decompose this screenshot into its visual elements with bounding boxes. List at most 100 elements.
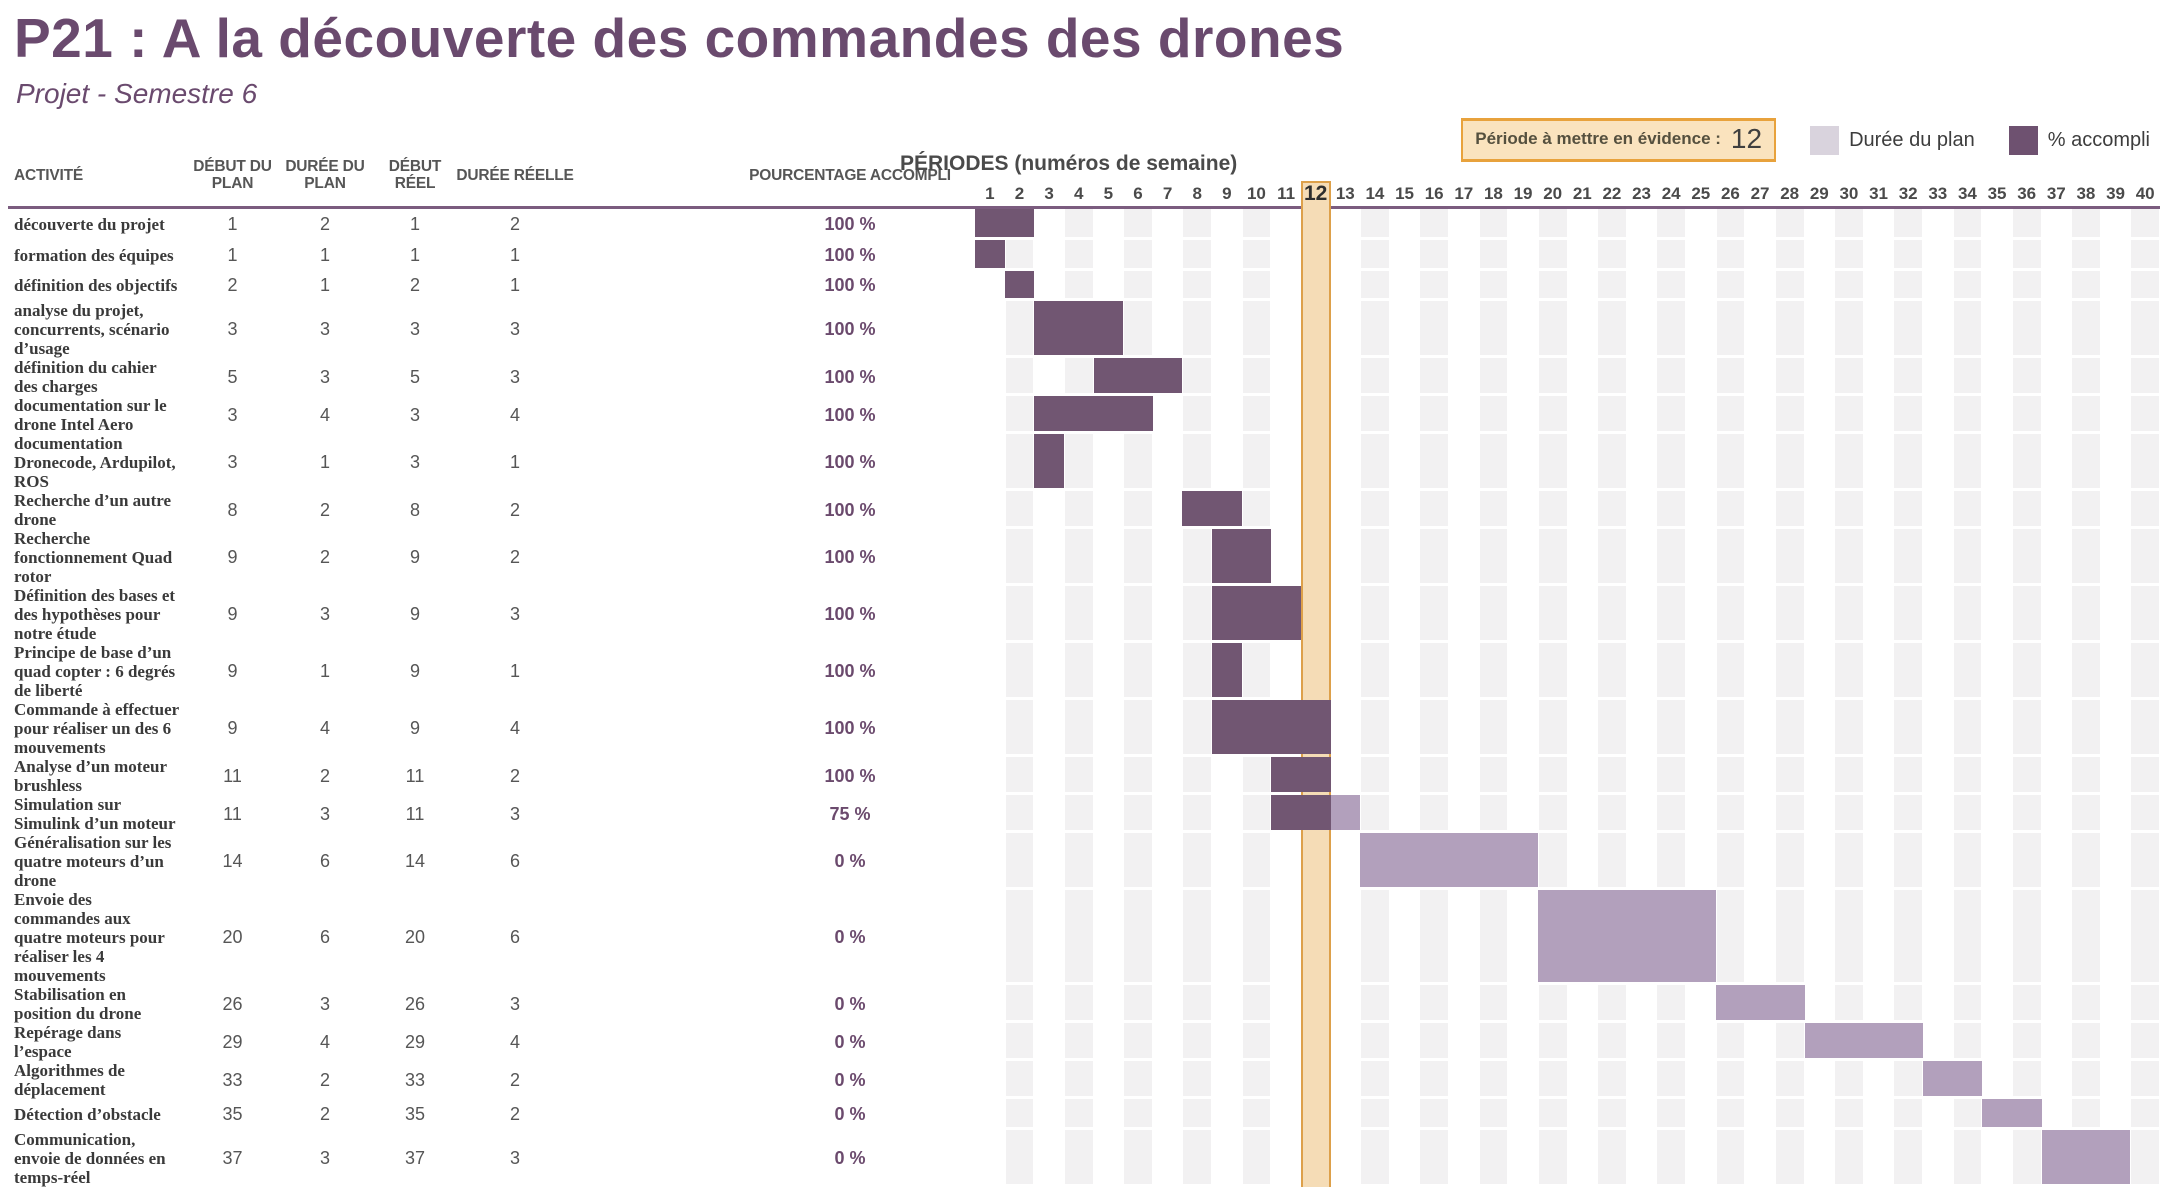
real-start-cell[interactable]: 9 xyxy=(409,661,420,682)
pct-cell[interactable]: 100 % xyxy=(824,499,876,520)
activity-cell[interactable]: Commande à effectuer pour réaliser un de… xyxy=(14,700,179,758)
activity-cell[interactable]: formation des équipes xyxy=(14,245,174,265)
activity-cell[interactable]: documentation sur le drone Intel Aero xyxy=(14,396,167,435)
pct-cell[interactable]: 100 % xyxy=(824,547,876,568)
real-duration-cell[interactable]: 4 xyxy=(509,1031,520,1052)
real-start-cell[interactable]: 3 xyxy=(409,319,420,340)
plan-duration-cell[interactable]: 3 xyxy=(319,1148,330,1168)
real-duration-cell[interactable]: 1 xyxy=(509,452,520,473)
real-duration-cell[interactable]: 3 xyxy=(509,993,520,1014)
real-duration-cell[interactable]: 2 xyxy=(509,1104,520,1125)
activity-cell[interactable]: Principe de base d’un quad copter : 6 de… xyxy=(14,643,176,701)
activity-cell[interactable]: Détection d’obstacle xyxy=(14,1105,161,1125)
pct-cell[interactable]: 100 % xyxy=(824,213,876,234)
real-duration-cell[interactable]: 2 xyxy=(509,213,520,234)
plan-duration-cell[interactable]: 3 xyxy=(319,319,330,340)
activity-cell[interactable]: Repérage dans l’espace xyxy=(14,1023,122,1062)
plan-start-cell[interactable]: 3 xyxy=(227,319,238,340)
activity-cell[interactable]: Envoie des commandes aux quatre moteurs … xyxy=(14,890,165,986)
activity-cell[interactable]: Définition des bases et des hypothèses p… xyxy=(14,586,176,644)
real-start-cell[interactable]: 14 xyxy=(404,851,426,872)
plan-start-cell[interactable]: 9 xyxy=(227,718,238,739)
plan-start-cell[interactable]: 8 xyxy=(227,499,238,520)
real-start-cell[interactable]: 11 xyxy=(405,765,425,786)
pct-cell[interactable]: 100 % xyxy=(824,661,876,682)
real-start-cell[interactable]: 20 xyxy=(404,927,426,948)
plan-duration-cell[interactable]: 2 xyxy=(319,499,330,520)
activity-cell[interactable]: documentation Dronecode, Ardupilot, ROS xyxy=(14,434,176,492)
plan-start-cell[interactable]: 1 xyxy=(227,213,238,234)
real-duration-cell[interactable]: 1 xyxy=(509,275,520,296)
plan-start-cell[interactable]: 14 xyxy=(222,851,243,872)
activity-cell[interactable]: Analyse d’un moteur brushless xyxy=(14,757,167,796)
pct-cell[interactable]: 0 % xyxy=(834,993,866,1014)
pct-cell[interactable]: 100 % xyxy=(824,718,876,739)
plan-duration-cell[interactable]: 3 xyxy=(319,803,330,824)
pct-cell[interactable]: 100 % xyxy=(824,404,876,425)
plan-duration-cell[interactable]: 3 xyxy=(319,604,330,625)
real-start-cell[interactable]: 26 xyxy=(404,993,426,1014)
plan-start-cell[interactable]: 33 xyxy=(222,1069,243,1090)
activity-cell[interactable]: découverte du projet xyxy=(14,214,165,234)
pct-cell[interactable]: 100 % xyxy=(824,244,876,265)
pct-cell[interactable]: 0 % xyxy=(834,1104,866,1125)
plan-duration-cell[interactable]: 2 xyxy=(319,765,330,786)
real-duration-cell[interactable]: 4 xyxy=(509,718,520,739)
plan-duration-cell[interactable]: 1 xyxy=(319,275,330,296)
plan-start-cell[interactable]: 9 xyxy=(227,547,238,568)
real-start-cell[interactable]: 1 xyxy=(409,244,420,265)
real-duration-cell[interactable]: 3 xyxy=(509,604,520,625)
activity-cell[interactable]: Généralisation sur les quatre moteurs d’… xyxy=(14,833,172,891)
real-start-cell[interactable]: 35 xyxy=(404,1104,426,1125)
plan-start-cell[interactable]: 11 xyxy=(223,765,242,786)
plan-start-cell[interactable]: 3 xyxy=(227,452,238,473)
plan-start-cell[interactable]: 9 xyxy=(227,661,238,682)
plan-duration-cell[interactable]: 4 xyxy=(319,404,330,425)
plan-start-cell[interactable]: 3 xyxy=(227,404,238,425)
activity-cell[interactable]: Stabilisation en position du drone xyxy=(14,985,142,1024)
real-start-cell[interactable]: 11 xyxy=(405,803,425,824)
plan-duration-cell[interactable]: 3 xyxy=(319,366,330,387)
real-duration-cell[interactable]: 3 xyxy=(509,319,520,340)
real-duration-cell[interactable]: 2 xyxy=(509,547,520,568)
highlight-week-value[interactable]: 12 xyxy=(1730,123,1763,154)
plan-start-cell[interactable]: 20 xyxy=(222,927,243,948)
real-start-cell[interactable]: 1 xyxy=(409,213,420,234)
plan-start-cell[interactable]: 9 xyxy=(227,604,238,625)
pct-cell[interactable]: 75 % xyxy=(829,803,871,824)
real-start-cell[interactable]: 3 xyxy=(409,452,420,473)
real-duration-cell[interactable]: 1 xyxy=(509,244,520,265)
plan-start-cell[interactable]: 29 xyxy=(222,1031,243,1052)
real-start-cell[interactable]: 9 xyxy=(409,604,420,625)
real-duration-cell[interactable]: 2 xyxy=(509,765,520,786)
plan-start-cell[interactable]: 37 xyxy=(222,1148,243,1168)
plan-duration-cell[interactable]: 4 xyxy=(319,718,330,739)
real-duration-cell[interactable]: 2 xyxy=(509,499,520,520)
plan-duration-cell[interactable]: 1 xyxy=(319,661,330,682)
pct-cell[interactable]: 100 % xyxy=(824,765,876,786)
real-duration-cell[interactable]: 2 xyxy=(509,1069,520,1090)
activity-cell[interactable]: définition du cahier des charges xyxy=(14,358,157,397)
real-start-cell[interactable]: 33 xyxy=(404,1069,426,1090)
real-duration-cell[interactable]: 4 xyxy=(509,404,520,425)
real-duration-cell[interactable]: 6 xyxy=(509,851,520,872)
real-start-cell[interactable]: 2 xyxy=(409,275,420,296)
real-duration-cell[interactable]: 3 xyxy=(509,366,520,387)
activity-cell[interactable]: définition des objectifs xyxy=(14,276,178,296)
plan-duration-cell[interactable]: 2 xyxy=(319,1104,330,1125)
plan-duration-cell[interactable]: 2 xyxy=(319,547,330,568)
pct-cell[interactable]: 0 % xyxy=(834,1148,866,1168)
plan-duration-cell[interactable]: 1 xyxy=(319,244,330,265)
real-start-cell[interactable]: 3 xyxy=(409,404,420,425)
plan-duration-cell[interactable]: 2 xyxy=(319,213,330,234)
plan-duration-cell[interactable]: 6 xyxy=(319,927,330,948)
plan-start-cell[interactable]: 35 xyxy=(222,1104,243,1125)
activity-cell[interactable]: Simulation sur Simulink d’un moteur xyxy=(14,795,176,834)
real-start-cell[interactable]: 9 xyxy=(409,547,420,568)
real-start-cell[interactable]: 29 xyxy=(404,1031,426,1052)
pct-cell[interactable]: 100 % xyxy=(824,275,876,296)
real-duration-cell[interactable]: 1 xyxy=(509,661,520,682)
plan-start-cell[interactable]: 11 xyxy=(223,803,242,824)
real-start-cell[interactable]: 8 xyxy=(409,499,420,520)
plan-duration-cell[interactable]: 4 xyxy=(319,1031,330,1052)
